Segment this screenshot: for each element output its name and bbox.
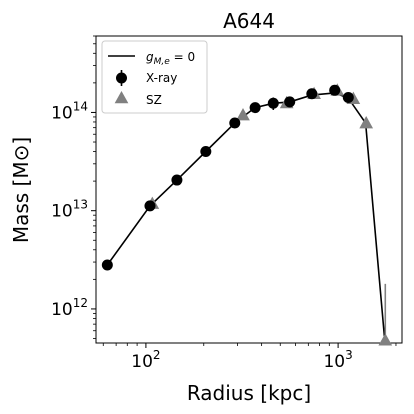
y-axis-label: Mass [M⊙] (9, 137, 33, 243)
legend-label-xray: X-ray (146, 71, 177, 85)
x-tick-label: 102 (131, 348, 160, 372)
sz-point (359, 116, 374, 129)
x-axis-label: Radius [kpc] (187, 381, 311, 405)
legend-label-sz: SZ (146, 93, 162, 107)
legend-label-model: gM,e = 0 (146, 50, 195, 67)
legend-box (101, 40, 208, 114)
legend-sz-swatch (114, 90, 129, 104)
y-tick-label-exponent: 13 (73, 198, 88, 212)
plot-area (101, 83, 393, 346)
y-tick-label: 1012 (51, 296, 88, 320)
legend-label-model-symbol: g (146, 50, 154, 64)
y-tick-label-base: 10 (51, 202, 73, 222)
xray-point (267, 97, 279, 109)
legend-label-model-value: = 0 (170, 50, 195, 64)
x-tick-label-exponent: 2 (153, 348, 161, 362)
legend-label-model-subscript: M,e (154, 57, 171, 67)
y-tick-label-base: 10 (51, 300, 73, 320)
xray-point (306, 88, 318, 100)
y-tick-label-exponent: 12 (73, 296, 88, 310)
xray-point (171, 174, 183, 186)
x-tick-label: 103 (323, 348, 352, 372)
y-tick-label: 1014 (51, 99, 88, 123)
legend-xray-swatch (116, 72, 127, 84)
y-tick-label-exponent: 14 (73, 99, 88, 113)
xray-point (200, 146, 212, 158)
xray-point (329, 84, 341, 96)
xray-point (284, 96, 296, 108)
x-tick-label-base: 10 (131, 352, 153, 372)
legend: gM,e = 0 X-ray SZ (101, 40, 208, 114)
sz-point (378, 333, 393, 346)
chart-title: A644 (223, 9, 275, 33)
x-tick-label-exponent: 3 (345, 348, 353, 362)
x-tick-label-base: 10 (323, 352, 345, 372)
plot-frame (95, 35, 403, 344)
y-tick-label: 1013 (51, 198, 88, 222)
sz-point (236, 108, 250, 121)
y-tick-label-base: 10 (51, 103, 73, 123)
model-line (106, 92, 386, 342)
xray-point (229, 117, 241, 129)
xray-point (342, 91, 354, 103)
xray-point (249, 102, 261, 114)
xray-point (101, 259, 113, 271)
xray-point (144, 200, 156, 212)
